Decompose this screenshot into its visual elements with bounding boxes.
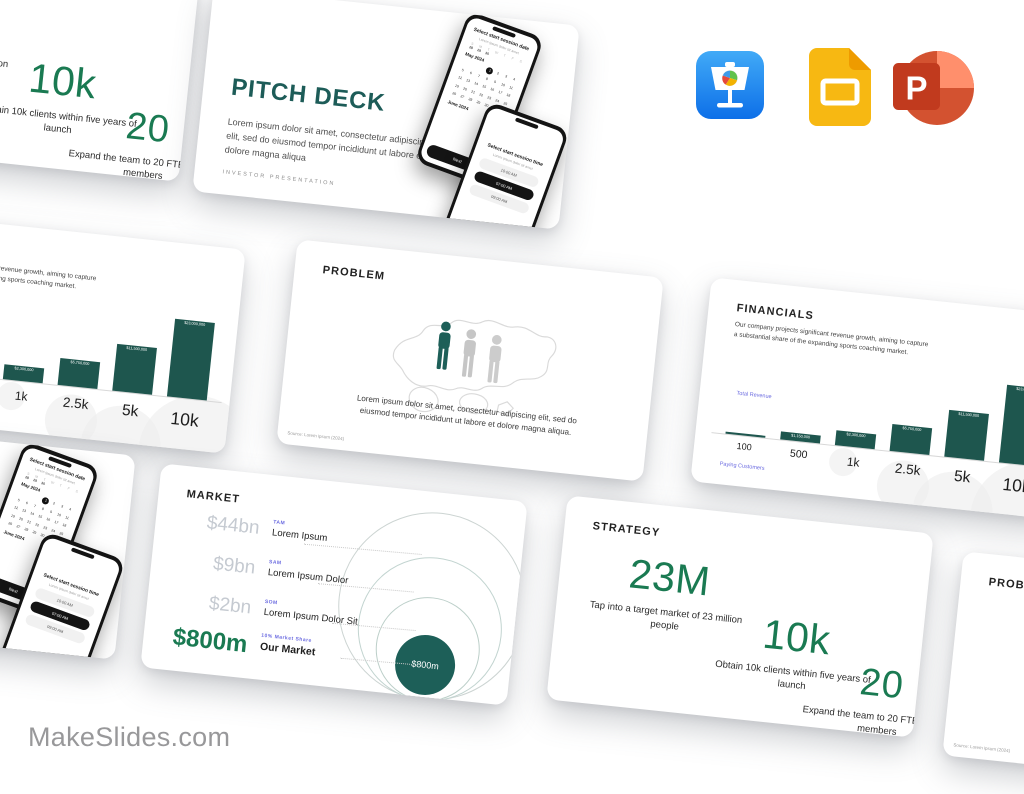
- bar-2-5k: $5,750,000: [889, 424, 933, 456]
- slide-pitch-deck-partial: PITCH DECK Lorem ipsum dolor sit amet, c…: [0, 417, 136, 660]
- person-icon-highlight: [436, 321, 451, 370]
- stat-block: 20 Expand the team to 20 FTEs & Staff me…: [797, 655, 934, 738]
- bar-value: $2,300,000: [14, 366, 34, 373]
- slide-pitch-deck: PITCH DECK Lorem ipsum dolor sit amet, c…: [192, 0, 580, 230]
- slide-title: PROBLEM: [322, 264, 386, 283]
- calendar-day: 4: [512, 77, 516, 82]
- source-note: Source: Lorem ipsum (2024): [287, 430, 345, 442]
- google-slides-icon[interactable]: [809, 48, 871, 131]
- slide-body: Our company projects significant revenue…: [733, 321, 929, 357]
- bar-value: $11,500,000: [126, 345, 148, 353]
- slide-title: PITCH DECK: [229, 73, 387, 117]
- stat-value: 23M: [0, 0, 18, 54]
- bar-2-5k: $5,750,000: [57, 358, 101, 390]
- powerpoint-icon[interactable]: P: [891, 46, 975, 135]
- calendar-day: 18: [505, 92, 511, 98]
- collage-stage: STRATEGY 23M Tap into a target market of…: [0, 0, 1024, 768]
- slide-body: Our company projects significant revenue…: [0, 255, 97, 291]
- slide-body: Lorem ipsum dolor sit amet, consectetur …: [224, 116, 430, 163]
- slide-problem: PROBLEM Lorem ipsum dolor sit amet, cons…: [276, 239, 664, 482]
- market-row: $800m 10% Market Share Our Market: [168, 623, 317, 666]
- x-tick: 500: [789, 447, 809, 462]
- bar-value: $2,300,000: [846, 432, 866, 439]
- people-icons: [430, 320, 509, 385]
- bar-10k: $23,000,000: [998, 384, 1024, 467]
- calendar-day: 18: [61, 522, 67, 528]
- bar-value: $11,500,000: [958, 411, 980, 419]
- y-axis-label: Total Revenue: [736, 390, 772, 401]
- bar-5k: $11,500,000: [944, 409, 989, 461]
- keynote-icon[interactable]: [696, 51, 764, 124]
- market-row: $44bn TAM Lorem Ipsum: [181, 510, 329, 547]
- market-amount: $44bn: [205, 512, 261, 539]
- slide-title: STRATEGY: [592, 520, 661, 540]
- calendar-day: 11: [64, 514, 70, 520]
- slide-footer: INVESTOR PRESENTATION: [222, 169, 336, 188]
- person-icon: [461, 329, 477, 378]
- slide-title: PROBLEM: [988, 576, 1024, 595]
- slide-financials-partial: FINANCIALS Our company projects signific…: [0, 211, 246, 454]
- bar-5k: $11,500,000: [112, 343, 157, 395]
- slide-problem-partial: PROBLEM Source: Lorem ipsum (2024): [942, 551, 1024, 794]
- brand-wordmark: MakeSlides.com: [28, 722, 231, 752]
- person-icon: [487, 335, 502, 384]
- bar-value: $23,000,000: [183, 320, 206, 327]
- bar-value: $5,750,000: [70, 360, 90, 367]
- calendar-day: 11: [508, 84, 514, 90]
- bar-10k: $23,000,000: [166, 318, 215, 401]
- region-map-outline: [392, 319, 557, 416]
- market-amount: $9bn: [212, 553, 257, 579]
- slide-strategy-partial: STRATEGY 23M Tap into a target market of…: [0, 0, 200, 182]
- x-axis-label: Paying Customers: [719, 461, 765, 472]
- slide-financials: FINANCIALS Our company projects signific…: [690, 277, 1024, 520]
- source-note: Source: Lorem ipsum (2024): [953, 742, 1011, 754]
- bar-value: $1,150,000: [790, 433, 811, 440]
- svg-text:P: P: [905, 70, 927, 107]
- bar-value: $23,000,000: [1015, 386, 1024, 393]
- bar-value: $5,750,000: [902, 426, 922, 433]
- x-tick: 10k: [169, 407, 200, 431]
- market-row: $2bn SOM Lorem Ipsum Dolor Sit: [172, 589, 359, 630]
- slide-market: MARKET $800m $44bn TAM Lorem Ipsum $9bn …: [140, 463, 528, 706]
- slide-title: FINANCIALS: [736, 302, 815, 323]
- x-tick: 100: [736, 440, 753, 453]
- market-amount: $2bn: [207, 593, 253, 619]
- market-row: $9bn SAM Lorem Ipsum Dolor: [176, 550, 349, 590]
- market-amount: $800m: [171, 623, 249, 659]
- stat-block: 20 Expand the team to 20 FTEs & Staff me…: [63, 99, 200, 182]
- slide-strategy: STRATEGY 23M Tap into a target market of…: [546, 495, 934, 738]
- slide-title: MARKET: [186, 488, 241, 506]
- calendar-day: 4: [68, 507, 72, 512]
